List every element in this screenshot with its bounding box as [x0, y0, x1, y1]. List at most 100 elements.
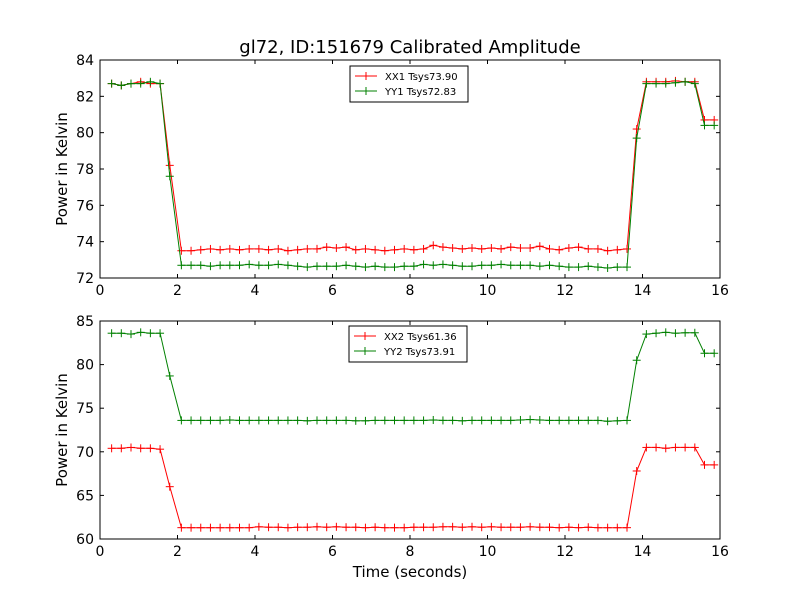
data-point — [245, 260, 254, 269]
data-point — [700, 121, 709, 130]
data-point — [487, 244, 496, 253]
data-point — [535, 523, 544, 532]
data-point — [613, 416, 622, 425]
data-point — [235, 245, 244, 254]
data-point — [206, 416, 215, 425]
data-point — [400, 244, 409, 253]
data-point — [293, 245, 302, 254]
data-point — [117, 81, 126, 90]
data-point — [681, 77, 690, 86]
data-point — [632, 125, 641, 134]
data-point — [187, 246, 196, 255]
chart-title: gl72, ID:151679 Calibrated Amplitude — [239, 37, 580, 58]
data-point — [642, 330, 651, 339]
y-tick-label: 80 — [76, 126, 94, 142]
y-tick-label: 80 — [76, 358, 94, 374]
data-point — [283, 261, 292, 270]
data-point — [419, 523, 428, 532]
data-point — [107, 329, 116, 338]
data-point — [574, 263, 583, 272]
data-point — [409, 416, 418, 425]
legend-box — [349, 65, 469, 103]
data-point — [438, 243, 447, 252]
data-point — [245, 416, 254, 425]
data-point — [146, 444, 155, 453]
data-point — [690, 328, 699, 337]
x-tick-label: 10 — [479, 544, 497, 560]
x-tick-label: 12 — [556, 283, 574, 299]
y-tick-label: 78 — [76, 162, 94, 178]
data-point — [438, 416, 447, 425]
x-tick-label: 2 — [173, 283, 182, 299]
y-tick-label: 70 — [76, 445, 94, 461]
data-point — [235, 261, 244, 270]
data-point — [477, 523, 486, 532]
legend-label: YY2 Tsys73.91 — [383, 347, 455, 358]
data-point — [216, 523, 225, 532]
data-point — [700, 460, 709, 469]
data-point — [613, 523, 622, 532]
data-point — [400, 523, 409, 532]
legend-label: XX1 Tsys73.90 — [385, 72, 458, 83]
data-point — [710, 349, 719, 358]
data-point — [293, 416, 302, 425]
data-point — [136, 328, 145, 337]
data-point — [603, 417, 612, 426]
data-point — [293, 262, 302, 271]
y-tick-label: 60 — [76, 532, 94, 548]
data-point — [458, 244, 467, 253]
data-point — [390, 245, 399, 254]
data-point — [555, 245, 564, 254]
data-point — [177, 261, 186, 270]
data-point — [225, 415, 234, 424]
data-point — [361, 416, 370, 425]
data-point — [342, 243, 351, 252]
data-point — [690, 79, 699, 88]
data-point — [146, 77, 155, 86]
y-tick-label: 76 — [76, 198, 94, 214]
data-point — [332, 262, 341, 271]
data-point — [322, 262, 331, 271]
data-point — [632, 134, 641, 143]
data-point — [342, 261, 351, 270]
data-point — [593, 416, 602, 425]
data-point — [438, 522, 447, 531]
data-point — [671, 329, 680, 338]
data-point — [671, 78, 680, 87]
data-point — [235, 416, 244, 425]
data-point — [429, 261, 438, 270]
legend-box — [348, 325, 468, 363]
data-point — [136, 79, 145, 88]
data-point — [419, 260, 428, 269]
data-point — [564, 244, 573, 253]
data-point — [535, 415, 544, 424]
data-point — [584, 244, 593, 253]
data-point — [448, 416, 457, 425]
data-point — [361, 523, 370, 532]
data-point — [165, 482, 174, 491]
data-point — [254, 244, 263, 253]
data-point — [584, 523, 593, 532]
data-point — [156, 329, 165, 338]
data-point — [487, 416, 496, 425]
data-point — [371, 523, 380, 532]
data-point — [468, 244, 476, 253]
y-tick-label: 84 — [76, 53, 94, 69]
data-point — [642, 79, 651, 88]
data-point — [516, 244, 525, 253]
data-point — [156, 445, 165, 454]
data-point — [458, 416, 467, 425]
data-point — [351, 416, 360, 425]
data-point — [477, 244, 486, 253]
data-point — [107, 444, 116, 453]
data-point — [661, 79, 670, 88]
data-point — [165, 371, 174, 380]
data-point — [156, 79, 165, 88]
data-point — [127, 443, 135, 452]
data-point — [506, 416, 515, 425]
data-point — [555, 523, 564, 532]
data-point — [497, 244, 506, 253]
data-point — [322, 243, 331, 252]
